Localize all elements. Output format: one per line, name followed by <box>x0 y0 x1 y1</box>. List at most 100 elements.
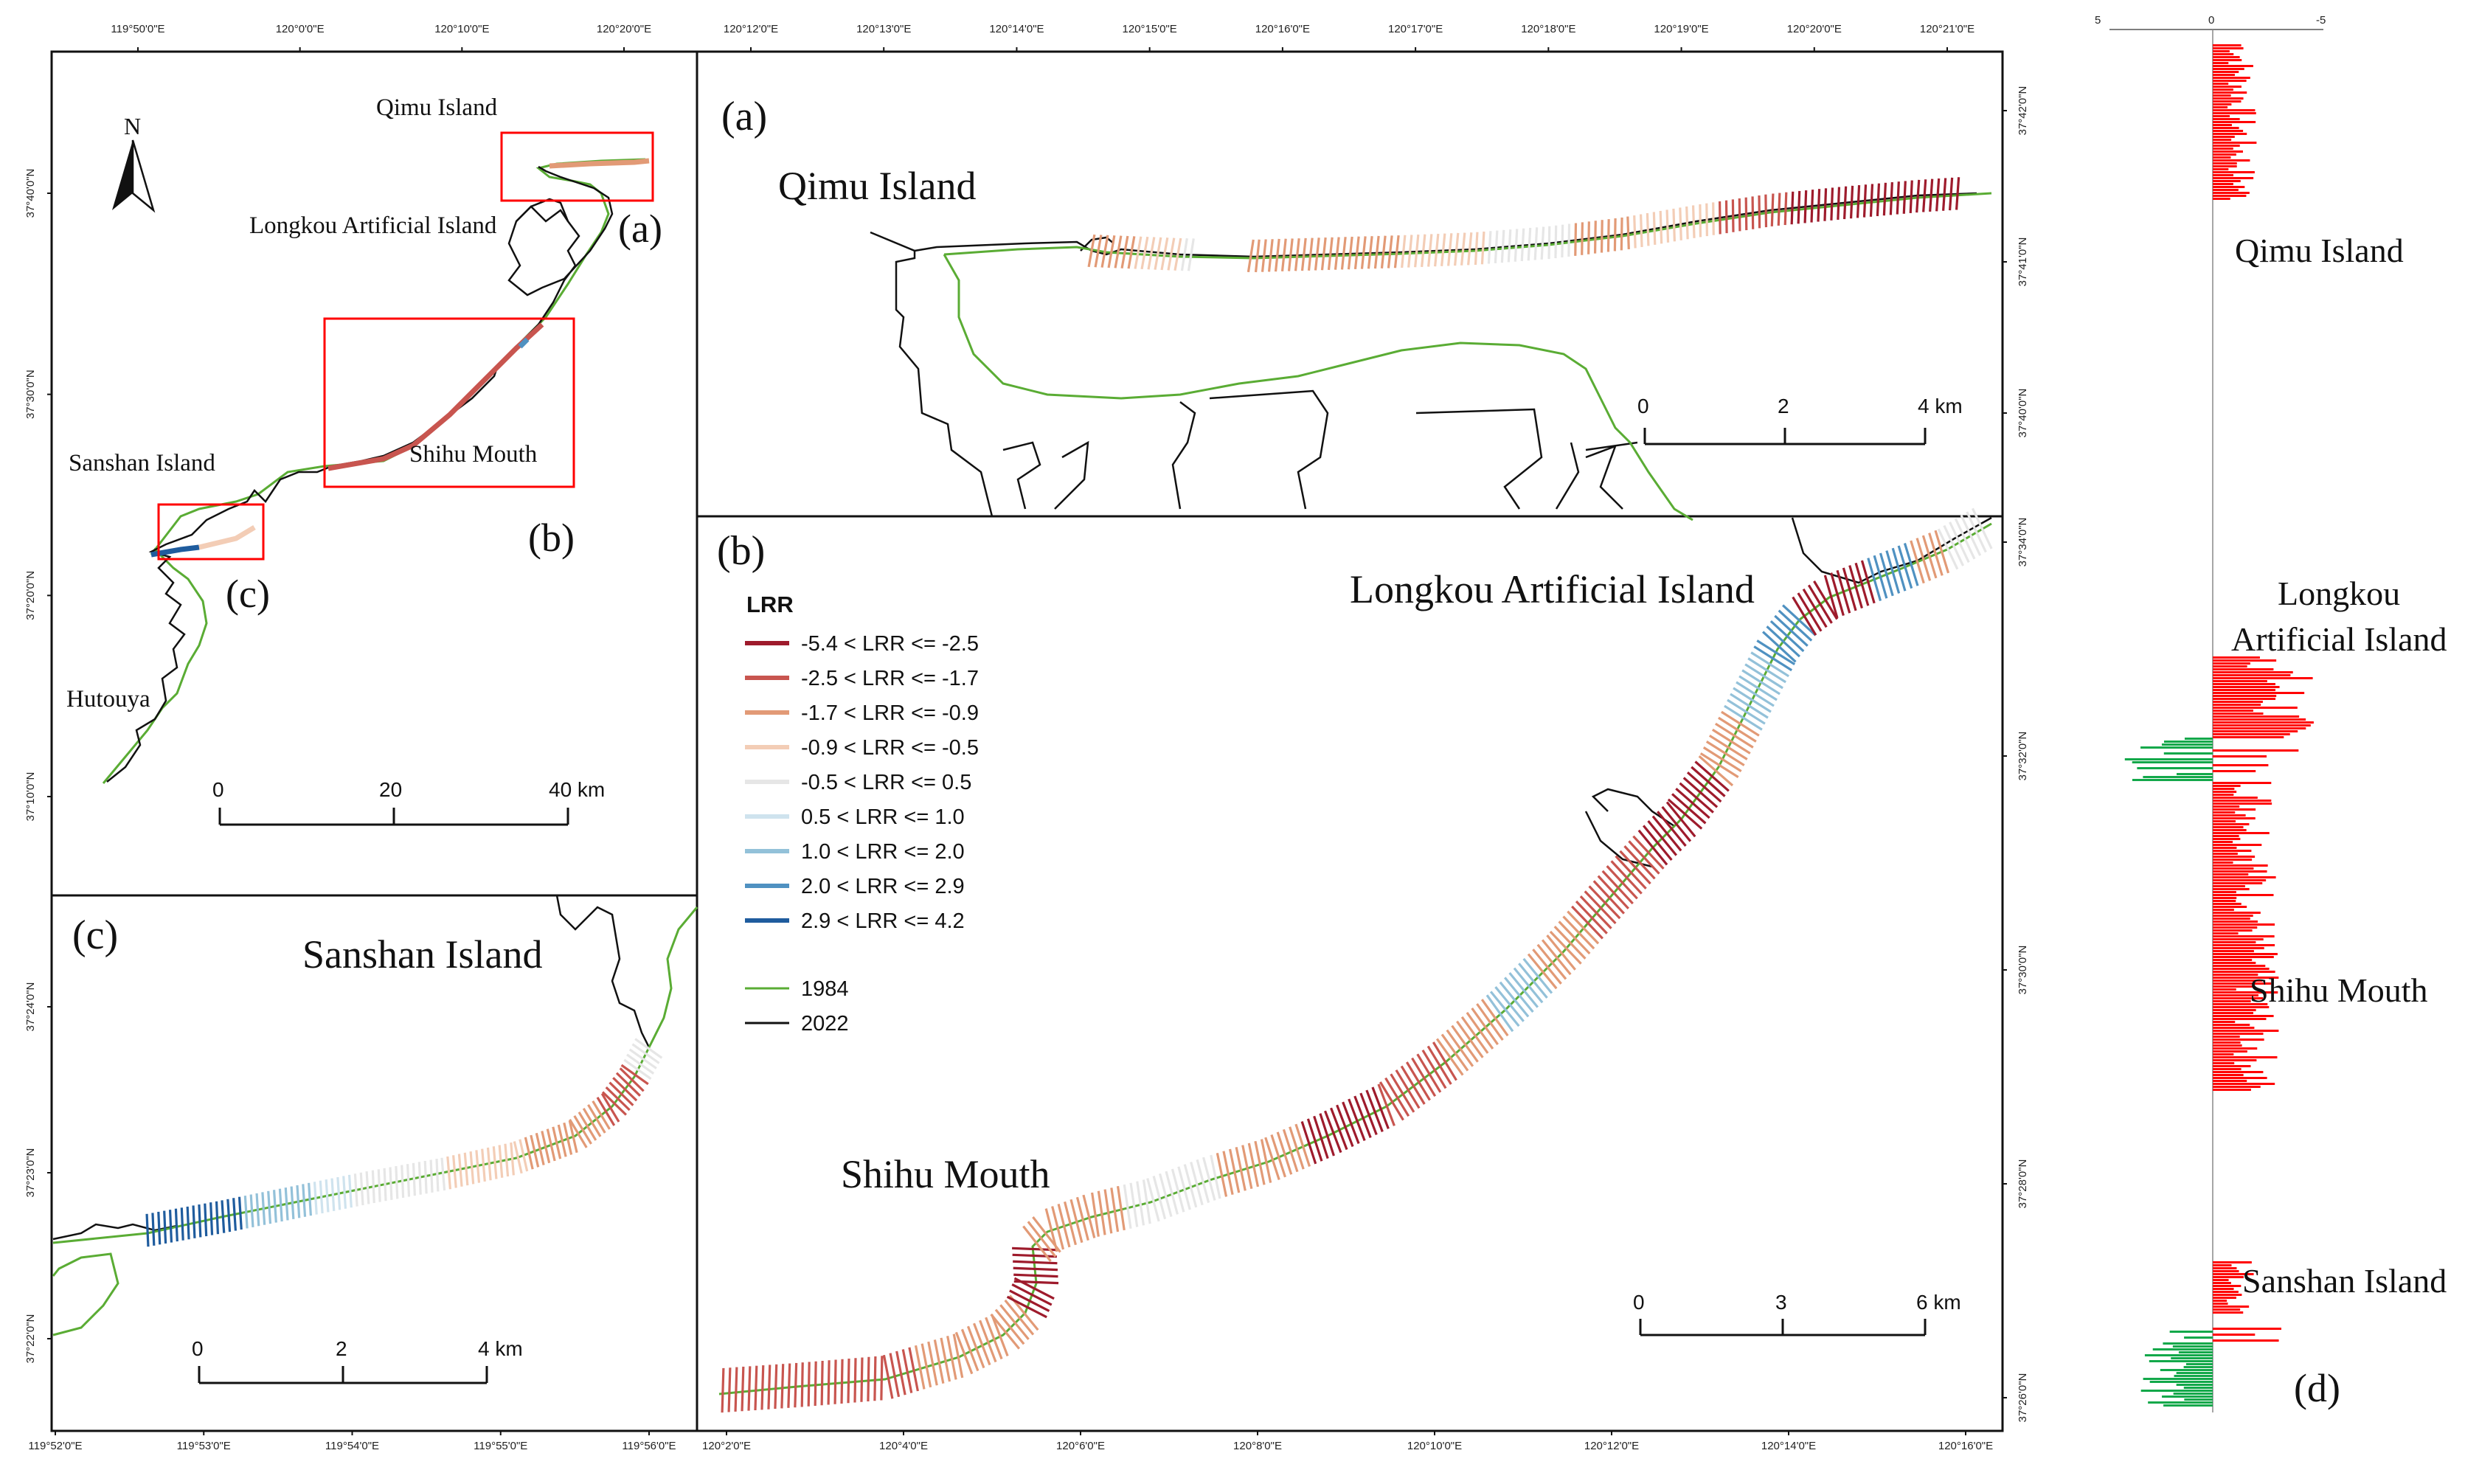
panel-a-top-tick-label: 120°18'0"E <box>1521 23 1575 35</box>
lrr-bar <box>2213 1270 2239 1272</box>
transect <box>920 1343 932 1388</box>
transect <box>1915 538 1932 581</box>
transect <box>492 1146 498 1179</box>
overview-box-b[interactable] <box>323 317 575 488</box>
transect <box>1862 184 1868 218</box>
transect <box>1738 198 1741 232</box>
lrr-bar <box>2172 1345 2213 1348</box>
overview-map: 119°50'0"E 120°0'0"E 120°10'0"E 120°20'0"E … <box>24 23 662 826</box>
transect <box>1435 1038 1464 1076</box>
lrr-bar <box>2213 195 2247 197</box>
transect <box>215 1201 220 1235</box>
lrr-bar <box>2213 832 2270 834</box>
transect <box>1876 183 1881 217</box>
overview-box-c[interactable] <box>157 503 265 561</box>
lrr-bar <box>2213 136 2235 138</box>
panel-b-bottom-tick-label: 120°14'0"E <box>1761 1440 1816 1452</box>
transect <box>1705 740 1745 766</box>
transect <box>1910 540 1925 584</box>
lrr-bar <box>2213 1006 2270 1008</box>
panel-a-top-ticks: 120°12'0"E 120°13'0"E 120°14'0"E 120°15'0"E… <box>724 23 1974 52</box>
lrr-bar <box>2213 876 2276 878</box>
panel-c-frame <box>50 894 698 1432</box>
lrr-bar <box>2213 926 2258 929</box>
lrr-bar <box>2213 115 2230 117</box>
transect <box>619 1067 645 1092</box>
transect <box>1487 231 1492 264</box>
transect <box>1280 238 1287 272</box>
transect <box>1657 811 1687 847</box>
transect <box>1247 239 1255 273</box>
transect <box>1753 645 1793 672</box>
panel-a-scale-0: 0 <box>1637 395 1649 417</box>
lrr-bar <box>2213 127 2239 129</box>
transect <box>1601 870 1634 905</box>
transect <box>1971 507 1993 549</box>
lrr-bar <box>2213 71 2239 73</box>
transect <box>168 1210 173 1243</box>
lrr-bar <box>2148 1401 2213 1404</box>
transect <box>1522 957 1553 994</box>
transect <box>1708 734 1748 760</box>
transect <box>754 1365 758 1411</box>
transect <box>1536 943 1567 980</box>
lrr-bar <box>2213 77 2250 79</box>
transect <box>1270 1134 1287 1178</box>
transect <box>1718 201 1722 235</box>
transect <box>999 1304 1030 1340</box>
transect <box>1830 572 1845 617</box>
transect <box>827 1360 831 1405</box>
transect <box>174 1208 178 1242</box>
transect <box>578 1112 597 1141</box>
transect <box>530 1134 540 1168</box>
lrr-bar <box>2213 1273 2254 1275</box>
lrr-bar <box>2213 47 2244 49</box>
transect <box>1741 669 1781 696</box>
transect <box>1891 547 1907 592</box>
lrr-bar <box>2213 1300 2227 1302</box>
lrr-bar <box>2213 956 2274 958</box>
transect <box>1254 239 1261 273</box>
transect <box>1289 1126 1305 1170</box>
transect <box>1860 560 1876 604</box>
lrr-bar <box>2163 1404 2213 1407</box>
lrr-bar <box>2213 785 2241 787</box>
lrr-bar <box>2213 950 2254 952</box>
lrr-bar <box>2213 177 2254 179</box>
transect <box>1360 236 1367 269</box>
lrr-bar <box>2213 977 2279 979</box>
transect <box>1869 184 1874 217</box>
transect <box>1665 801 1696 838</box>
transect <box>1571 905 1604 940</box>
panel-a-scale-bar: 0 2 4 km <box>1637 395 1963 445</box>
transect <box>1606 219 1610 252</box>
transect <box>946 1335 957 1380</box>
panel-c-scale-4: 4 km <box>478 1337 523 1360</box>
transect <box>1928 533 1944 576</box>
lrr-bar <box>2213 91 2247 94</box>
lrr-bar <box>2213 674 2291 676</box>
transect <box>1180 237 1188 271</box>
lrr-bar <box>2213 680 2267 682</box>
transect <box>1379 1081 1404 1121</box>
lrr-bar <box>2213 985 2253 988</box>
transect <box>1094 235 1103 268</box>
lrr-bar <box>2213 838 2241 840</box>
transect <box>1480 999 1509 1037</box>
lrr-bar <box>2140 1390 2213 1392</box>
lrr-bar <box>2213 788 2235 790</box>
transect <box>573 1115 592 1145</box>
transect <box>1294 237 1300 271</box>
transect <box>990 1313 1021 1350</box>
lrr-bar <box>2213 139 2232 141</box>
transect <box>1120 235 1129 269</box>
panel-c-left-tick-label: 37°24'0"N <box>24 982 37 1032</box>
transect <box>628 1048 657 1069</box>
overview-box-a[interactable] <box>500 131 654 202</box>
transect <box>1367 236 1373 269</box>
lrr-bar <box>2213 1047 2258 1050</box>
transect <box>1567 223 1571 257</box>
legend-items: -5.4 < LRR <= -2.5 -2.5 < LRR <= -1.7 -1.7… <box>745 632 979 933</box>
lrr-bar <box>2173 1393 2213 1395</box>
lrr-bar <box>2213 817 2256 819</box>
